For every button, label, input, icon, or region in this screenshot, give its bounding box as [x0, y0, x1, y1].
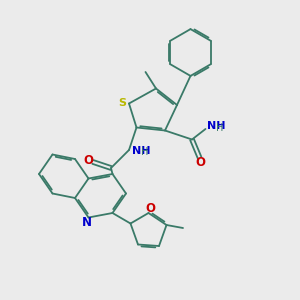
Text: S: S: [118, 98, 126, 108]
Text: H: H: [141, 147, 148, 158]
Text: NH: NH: [207, 121, 226, 131]
Text: H: H: [216, 123, 223, 134]
Text: O: O: [145, 202, 155, 215]
Text: NH: NH: [132, 146, 151, 156]
Text: O: O: [195, 156, 206, 169]
Text: N: N: [82, 216, 92, 230]
Text: O: O: [83, 154, 93, 167]
